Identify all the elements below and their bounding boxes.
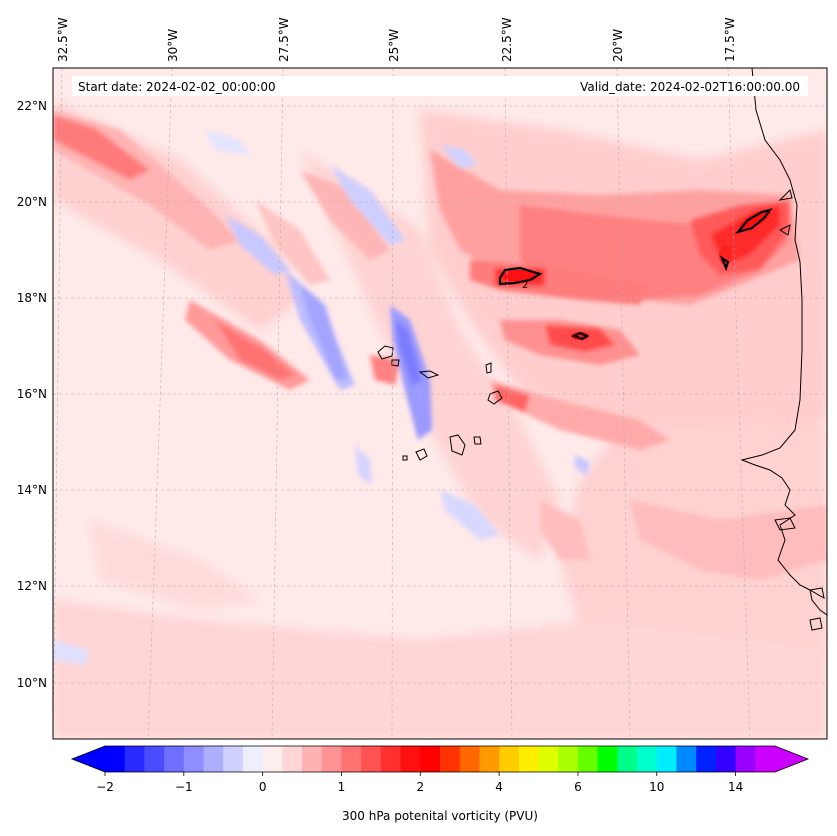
colorbar-tick-label: 0 [259,780,267,794]
colorbar-cell [144,746,165,772]
contour-label: 2 [522,280,528,291]
colorbar-tick-label: 10 [649,780,664,794]
colorbar-cell [242,746,264,772]
colorbar-cell [479,746,500,772]
colorbar: −2 −1 0 1 2 4 6 10 14 [70,745,810,794]
coastlines [377,68,827,631]
colorbar-cell [105,746,126,772]
pv-field [53,68,827,739]
colorbar-cell [183,746,205,772]
colorbar-cells [105,746,776,772]
colorbar-cell [597,746,618,772]
colorbar-cell [223,746,244,772]
lat-label: 12°N [17,579,47,593]
colorbar-tick-label: 1 [338,780,346,794]
lon-label: 20°W [611,29,625,62]
colorbar-tick-label: −1 [175,780,193,794]
colorbar-cell [124,746,146,772]
colorbar-cell [558,746,579,772]
colorbar-cell [380,746,402,772]
colorbar-cell [282,746,303,772]
lat-label: 16°N [17,387,47,401]
lat-label: 10°N [17,676,47,690]
lat-label: 18°N [17,291,47,305]
colorbar-cell [302,746,323,772]
lon-label: 25°W [387,29,401,62]
start-date-label: Start date: 2024-02-02_00:00:00 [78,80,276,94]
map-frame [52,67,828,740]
lon-label: 22.5°W [500,17,514,62]
colorbar-tick-label: 6 [574,780,582,794]
colorbar-ticks: −2 −1 0 1 2 4 6 10 14 [96,772,743,794]
colorbar-cell [518,746,540,772]
lat-label: 22°N [17,99,47,113]
colorbar-cell [617,746,638,772]
colorbar-cell [656,746,678,772]
longitude-labels: 32.5°W 30°W 27.5°W 25°W 22.5°W 20°W 17.5… [56,17,737,62]
colorbar-min-arrow [72,746,105,772]
colorbar-cell [459,746,481,772]
colorbar-title: 300 hPa potenital vorticity (PVU) [342,809,538,823]
colorbar-cell [715,746,737,772]
colorbar-cell [538,746,559,772]
colorbar-tick-label: −2 [96,780,114,794]
colorbar-cell [361,746,382,772]
colorbar-cell [400,746,421,772]
colorbar-cell [696,746,717,772]
colorbar-cell [637,746,658,772]
lat-label: 14°N [17,483,47,497]
lon-label: 30°W [166,29,180,62]
colorbar-tick-label: 14 [728,780,743,794]
colorbar-cell [420,746,441,772]
lat-label: 20°N [17,195,47,209]
colorbar-cell [577,746,599,772]
lon-label: 27.5°W [277,17,291,62]
lon-label: 17.5°W [723,17,737,62]
colorbar-cell [164,746,185,772]
valid-date-label: Valid_date: 2024-02-02T16:00:00.00 [580,80,800,94]
colorbar-cell [203,746,224,772]
colorbar-cell [262,746,283,772]
latitude-labels: 22°N 20°N 18°N 16°N 14°N 12°N 10°N [17,99,47,690]
colorbar-cell [341,746,362,772]
colorbar-max-arrow [775,746,808,772]
colorbar-tick-label: 2 [416,780,424,794]
colorbar-cell [735,746,756,772]
info-banner [72,76,808,96]
colorbar-cell [440,746,461,772]
colorbar-cell [755,746,776,772]
colorbar-cell [321,746,343,772]
colorbar-cell [499,746,520,772]
lon-label: 32.5°W [56,17,70,62]
colorbar-tick-label: 4 [495,780,503,794]
colorbar-cell [676,746,697,772]
gridlines [53,68,827,739]
